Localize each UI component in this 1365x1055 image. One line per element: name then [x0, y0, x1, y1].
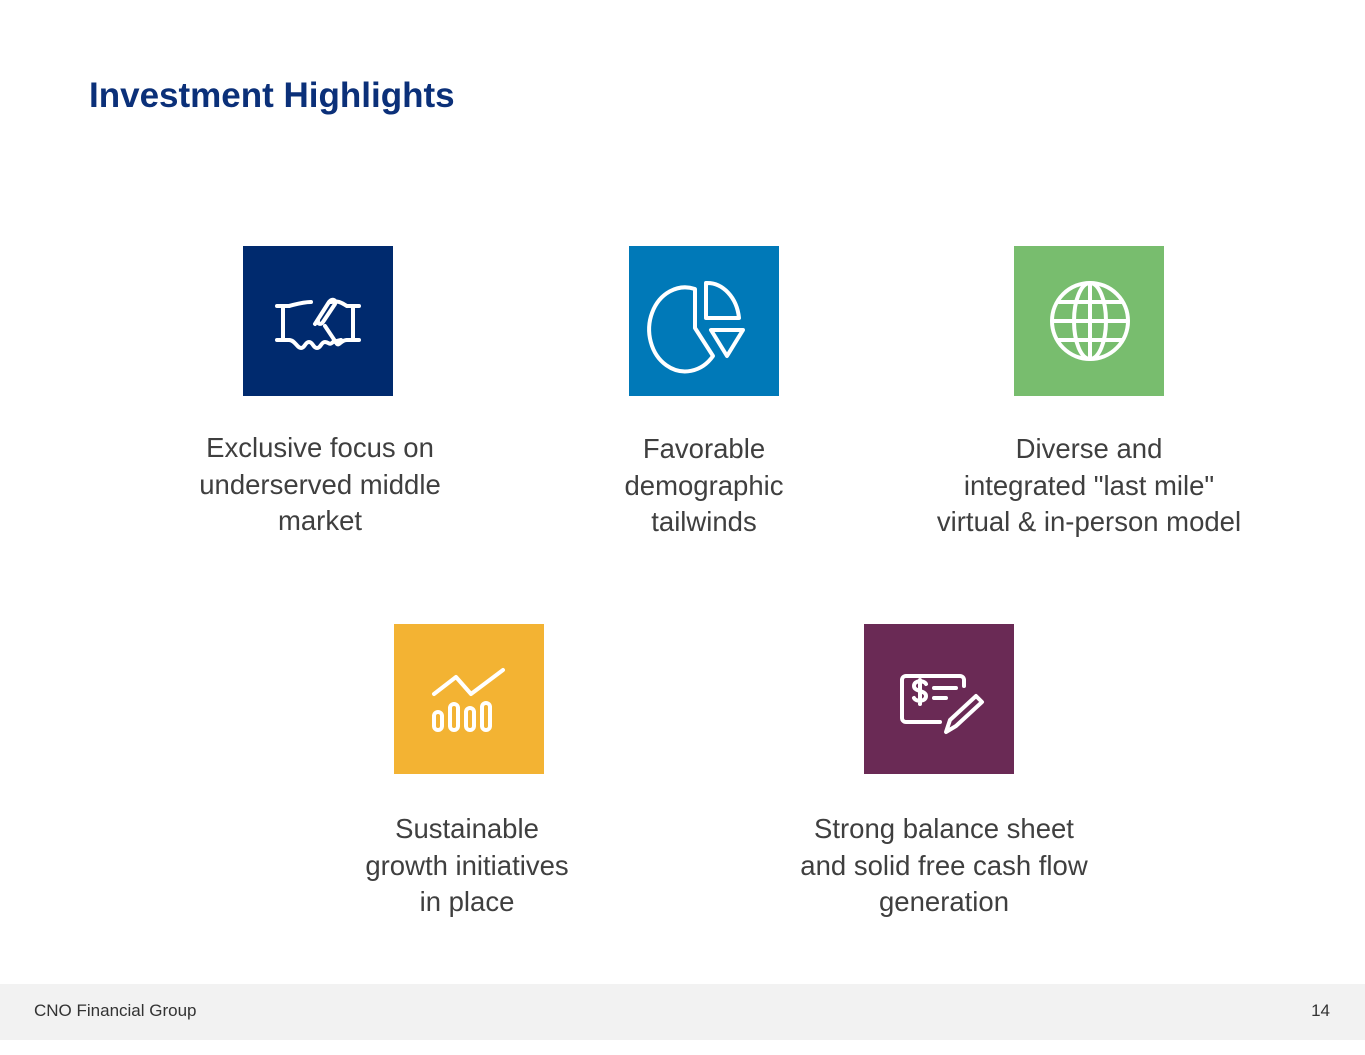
- globe-icon: [1050, 281, 1130, 361]
- check-pen-icon: [900, 674, 984, 734]
- page-number: 14: [1311, 1001, 1330, 1020]
- growth-chart-icon: [432, 668, 505, 732]
- highlight-caption: Exclusive focus on underserved middle ma…: [199, 432, 441, 536]
- globe-tile: [1014, 246, 1164, 396]
- growth-chart-tile: [394, 624, 544, 774]
- check-pen-tile: [864, 624, 1014, 774]
- handshake-tile: [243, 246, 393, 396]
- footer-company: CNO Financial Group: [34, 1001, 197, 1020]
- highlight-caption: Diverse and integrated "last mile" virtu…: [936, 433, 1242, 537]
- highlight-caption: Strong balance sheet and solid free cash…: [800, 813, 1088, 917]
- footer-bar: CNO Financial Group 14: [0, 984, 1365, 1040]
- pie-chart-icon: [647, 280, 745, 374]
- highlight-caption: Sustainable growth initiatives in place: [365, 813, 569, 917]
- handshake-icon: [275, 297, 361, 350]
- highlight-caption: Favorable demographic tailwinds: [624, 433, 784, 537]
- page-title: Investment Highlights: [89, 76, 455, 115]
- pie-chart-tile: [629, 246, 779, 396]
